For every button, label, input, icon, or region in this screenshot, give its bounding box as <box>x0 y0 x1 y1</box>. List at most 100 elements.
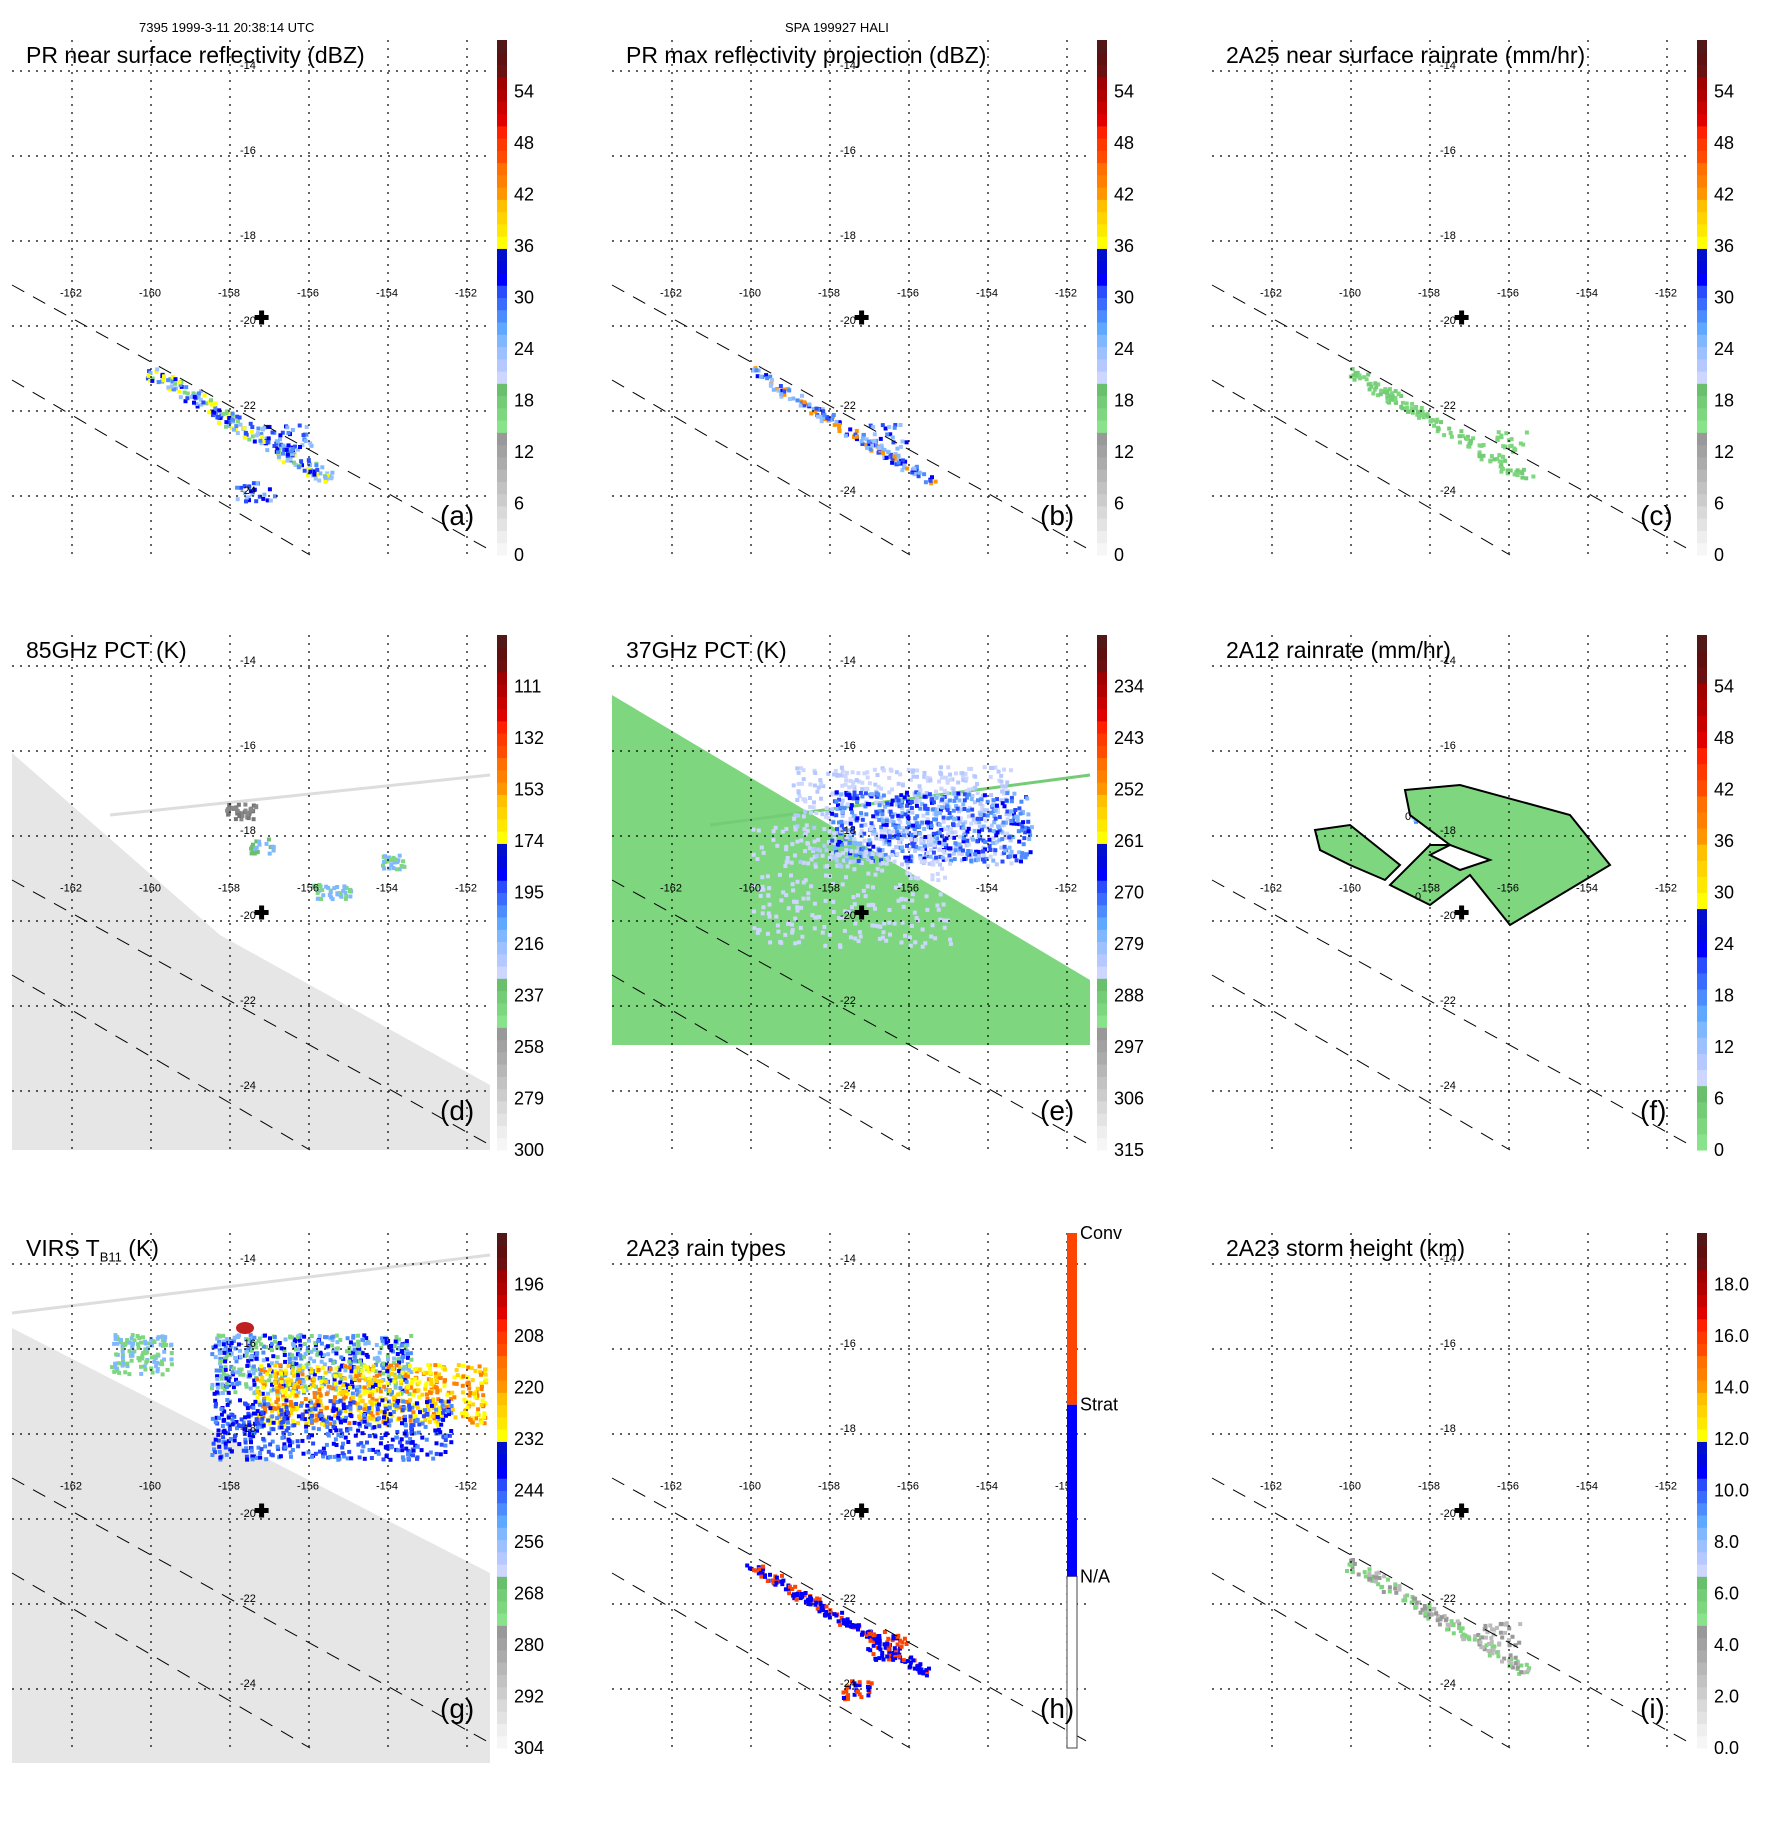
data-cell <box>258 1337 262 1341</box>
data-cell <box>781 1579 785 1583</box>
data-cell <box>420 1448 424 1452</box>
data-cell <box>330 1343 334 1347</box>
data-cell <box>789 874 793 878</box>
data-cell <box>874 1658 878 1662</box>
data-cell <box>946 779 950 783</box>
data-cell <box>1020 828 1024 832</box>
data-cell <box>320 1422 324 1426</box>
colorbar-tick-label: 0 <box>514 545 524 565</box>
data-cell <box>1417 416 1421 420</box>
lon-tick-label: -154 <box>976 882 998 894</box>
lon-tick-label: -152 <box>455 882 477 894</box>
data-cell <box>820 812 824 816</box>
data-cell <box>957 852 961 856</box>
data-cell <box>367 1410 371 1414</box>
lat-tick-label: -16 <box>840 145 856 157</box>
data-cell <box>885 801 889 805</box>
data-cell <box>860 824 864 828</box>
data-cell <box>762 905 766 909</box>
data-cell <box>239 1355 243 1359</box>
data-cell <box>855 800 859 804</box>
colorbar-segment <box>1697 457 1707 470</box>
data-cell <box>294 1348 298 1352</box>
lon-tick-label: -154 <box>1576 287 1598 299</box>
data-cell <box>286 1411 290 1415</box>
data-cell <box>1510 437 1514 441</box>
data-cell <box>1382 1590 1386 1594</box>
data-cell <box>865 446 869 450</box>
data-cell <box>127 1372 131 1376</box>
data-cell <box>815 790 819 794</box>
data-cell <box>280 1413 284 1417</box>
data-cell <box>814 865 818 869</box>
data-cell <box>113 1366 117 1370</box>
data-cell <box>848 796 852 800</box>
data-cell <box>285 1387 289 1391</box>
data-cell <box>218 1369 222 1373</box>
colorbar-segment <box>1697 1564 1707 1577</box>
colorbar-i: 0.02.04.06.08.010.012.014.016.018.0 <box>1697 1233 1749 1758</box>
panel-title-suffix: (K) <box>122 1235 159 1261</box>
data-cell <box>1367 1577 1371 1581</box>
data-cell <box>360 1399 364 1403</box>
data-cell <box>383 1410 387 1414</box>
data-cell <box>265 842 269 846</box>
data-cell <box>473 1369 477 1373</box>
data-cell <box>964 777 968 781</box>
data-cell <box>926 820 930 824</box>
data-cell <box>859 935 863 939</box>
colorbar-segment <box>1697 1380 1707 1393</box>
data-cell <box>752 828 756 832</box>
data-cell <box>822 925 826 929</box>
data-cell <box>174 377 178 381</box>
data-cell <box>923 941 927 945</box>
data-cell <box>263 1444 267 1448</box>
colorbar-segment <box>497 530 507 543</box>
data-cell <box>468 1391 472 1395</box>
data-cell <box>797 791 801 795</box>
data-cell <box>992 820 996 824</box>
data-cell <box>937 780 941 784</box>
data-cell <box>752 910 756 914</box>
data-cell <box>297 1367 301 1371</box>
colorbar-segment <box>1697 893 1707 910</box>
data-cell <box>1479 1640 1483 1644</box>
data-cell <box>885 432 889 436</box>
data-cell <box>298 1339 302 1343</box>
data-cell <box>1500 1660 1504 1664</box>
data-cell <box>995 862 999 866</box>
data-cell <box>258 439 262 443</box>
data-cell <box>1021 820 1025 824</box>
data-cell <box>852 797 856 801</box>
data-cell <box>799 838 803 842</box>
data-cell <box>989 793 993 797</box>
data-cell <box>1488 1624 1492 1628</box>
data-cell <box>166 378 170 382</box>
data-cell <box>779 392 783 396</box>
colorbar-segment <box>497 138 507 151</box>
lat-tick-label: -18 <box>840 1423 856 1435</box>
lat-tick-label: -20 <box>1440 1508 1456 1520</box>
data-cell <box>934 817 938 821</box>
colorbar-segment <box>1067 1233 1077 1405</box>
colorbar-segment <box>1697 1613 1707 1626</box>
data-cell <box>893 426 897 430</box>
colorbar-tick-label: 18 <box>1114 391 1134 411</box>
data-cell <box>245 1458 249 1462</box>
data-cell <box>983 808 987 812</box>
data-cell <box>259 1368 263 1372</box>
data-cell <box>423 1408 427 1412</box>
data-cell <box>905 791 909 795</box>
data-cell <box>304 1352 308 1356</box>
colorbar-segment <box>497 1478 507 1491</box>
data-cell <box>268 1336 272 1340</box>
colorbar-segment <box>1697 383 1707 396</box>
data-cell <box>800 1592 804 1596</box>
data-cell <box>222 1430 226 1434</box>
data-cell <box>894 845 898 849</box>
data-cell <box>912 467 916 471</box>
data-cell <box>229 1345 233 1349</box>
data-cell <box>806 861 810 865</box>
colorbar-segment <box>497 1343 507 1356</box>
lat-tick-label: -24 <box>1440 485 1456 497</box>
